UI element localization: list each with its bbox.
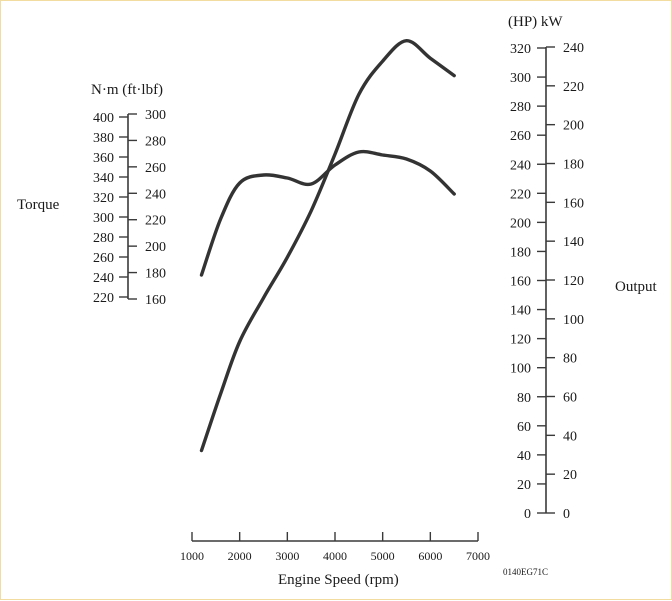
output-hp-tick-label: 0 — [524, 507, 531, 522]
torque-nm-tick-label: 340 — [93, 171, 114, 186]
x-tick-label: 2000 — [228, 549, 252, 563]
output-curve — [199, 39, 456, 453]
x-tick-label: 1000 — [180, 549, 204, 563]
torque-axis-title: Torque — [17, 197, 60, 213]
torque-ftlbf-tick-label: 200 — [145, 240, 166, 255]
output-hp-tick-label: 60 — [517, 420, 531, 435]
output-kw-tick-label: 100 — [563, 313, 584, 328]
output-hp-tick-label: 220 — [510, 187, 531, 202]
torque-ftlbf-tick-label: 300 — [145, 108, 166, 123]
output-hp-tick-label: 180 — [510, 245, 531, 260]
curves-layer — [199, 39, 456, 453]
output-hp-tick-label: 160 — [510, 275, 531, 290]
output-kw-tick-label: 180 — [563, 158, 584, 173]
torque-nm-tick-label: 380 — [93, 131, 114, 146]
torque-nm-tick-label: 260 — [93, 251, 114, 266]
output-hp-tick-label: 80 — [517, 391, 531, 406]
output-kw-tick-label: 160 — [563, 196, 584, 211]
output-kw-tick-label: 140 — [563, 235, 584, 250]
torque-nm-tick-label: 280 — [93, 231, 114, 246]
x-tick-label: 7000 — [466, 549, 490, 563]
output-kw-tick-label: 200 — [563, 119, 584, 134]
output-hp-tick-label: 240 — [510, 158, 531, 173]
torque-ftlbf-tick-label: 160 — [145, 293, 166, 308]
output-kw-tick-label: 220 — [563, 80, 584, 95]
x-tick-label: 4000 — [323, 549, 347, 563]
output-kw-tick-label: 20 — [563, 468, 577, 483]
torque-curve — [199, 149, 456, 277]
output-hp-tick-label: 40 — [517, 449, 531, 464]
output-hp-tick-label: 280 — [510, 100, 531, 115]
output-hp-tick-label: 120 — [510, 333, 531, 348]
x-tick-label: 3000 — [275, 549, 299, 563]
output-kw-tick-label: 60 — [563, 391, 577, 406]
output-kw-tick-label: 0 — [563, 507, 570, 522]
output-hp-tick-label: 200 — [510, 216, 531, 231]
torque-ftlbf-tick-label: 220 — [145, 214, 166, 229]
torque-nm-tick-label: 400 — [93, 111, 114, 126]
torque-nm-tick-label: 300 — [93, 211, 114, 226]
output-kw-tick-label: 240 — [563, 41, 584, 56]
output-hp-tick-label: 300 — [510, 71, 531, 86]
axes-layer: 1000 2000 3000 4000 5000 6000 7000220240260280… — [93, 41, 584, 563]
torque-ftlbf-tick-label: 260 — [145, 161, 166, 176]
output-kw-tick-label: 120 — [563, 274, 584, 289]
x-tick-label: 6000 — [418, 549, 442, 563]
output-hp-tick-label: 260 — [510, 129, 531, 144]
output-unit-label: (HP) kW — [508, 14, 563, 30]
x-tick-label: 5000 — [371, 549, 395, 563]
output-hp-tick-label: 140 — [510, 304, 531, 319]
output-hp-tick-label: 100 — [510, 362, 531, 377]
torque-ftlbf-tick-label: 240 — [145, 187, 166, 202]
figure-code-annotation: 0140EG71C — [503, 567, 548, 577]
torque-ftlbf-tick-label: 280 — [145, 134, 166, 149]
torque-nm-tick-label: 220 — [93, 291, 114, 306]
torque-nm-tick-label: 240 — [93, 271, 114, 286]
torque-unit-label: N·m (ft·lbf) — [91, 82, 163, 98]
output-kw-tick-label: 40 — [563, 429, 577, 444]
x-axis-title: Engine Speed (rpm) — [278, 572, 399, 588]
output-hp-tick-label: 20 — [517, 478, 531, 493]
output-kw-tick-label: 80 — [563, 352, 577, 367]
output-axis-title: Output — [615, 279, 658, 295]
torque-ftlbf-tick-label: 180 — [145, 267, 166, 282]
output-hp-tick-label: 320 — [510, 42, 531, 57]
torque-nm-tick-label: 360 — [93, 151, 114, 166]
torque-nm-tick-label: 320 — [93, 191, 114, 206]
